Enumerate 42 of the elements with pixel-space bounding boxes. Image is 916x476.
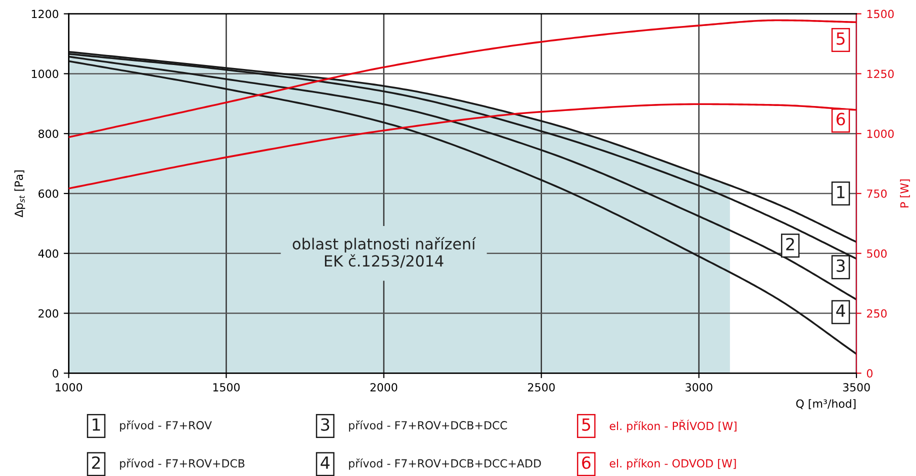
y-tick-label: 600 [38, 189, 58, 198]
y-tick-label: 1200 [32, 10, 58, 18]
text: 2 [92, 456, 100, 469]
y-axis-title: Δp$_{st}$ [Pa] [14, 170, 26, 218]
x-tick-label: 2000 [370, 383, 398, 392]
y-tick-label: 400 [38, 249, 58, 258]
band-label: oblast platnosti nařízení EK č.1253/2014 [292, 237, 476, 268]
legend-label: el. příkon - ODVOD [W] [610, 458, 736, 470]
text: 1 [92, 418, 100, 431]
legend-label: přívod - F7+ROV+DCB+DCC [349, 420, 507, 432]
y-tick-label: 800 [38, 130, 58, 138]
y2-tick-label: 750 [867, 189, 887, 198]
y2-axis-title: P [W] [900, 180, 910, 208]
annotation: 5 [836, 32, 845, 45]
text: 5 [582, 418, 590, 431]
legend-label: přívod - F7+ROV [120, 420, 212, 432]
y2-tick-label: 500 [867, 249, 887, 258]
annotation: 4 [836, 304, 846, 317]
annotation: 3 [836, 259, 845, 272]
y2-tick-label: 0 [866, 369, 873, 378]
text: 4 [320, 456, 330, 469]
x-tick-label: 3000 [686, 383, 712, 392]
annotation: 6 [836, 112, 845, 126]
y2-tick-label: 250 [866, 309, 887, 318]
text: 6 [582, 456, 590, 469]
x-tick-label: 1500 [213, 383, 240, 392]
y-tick-label: 0 [52, 369, 58, 378]
y-tick-label: 1000 [32, 70, 58, 78]
y2-tick-label: 1000 [867, 130, 894, 138]
y2-tick-label: 1250 [867, 70, 894, 78]
y-tick-label: 200 [38, 309, 58, 318]
text: 3 [321, 418, 330, 431]
legend-label: přívod - F7+ROV+DCB [120, 458, 244, 470]
x-axis-title: Q [m³/hod] [796, 399, 856, 410]
legend-label: přívod - F7+ROV+DCB+DCC+ADD [349, 458, 541, 470]
legend-label: el. příkon - PŘÍVOD [W] [610, 420, 736, 432]
annotation: 2 [786, 238, 794, 250]
y2-tick-label: 1500 [867, 10, 894, 18]
x-tick-label: 3500 [843, 383, 870, 392]
x-tick-label: 2500 [528, 383, 555, 392]
annotation: 1 [837, 186, 844, 198]
x-tick-label: 1000 [56, 383, 82, 392]
